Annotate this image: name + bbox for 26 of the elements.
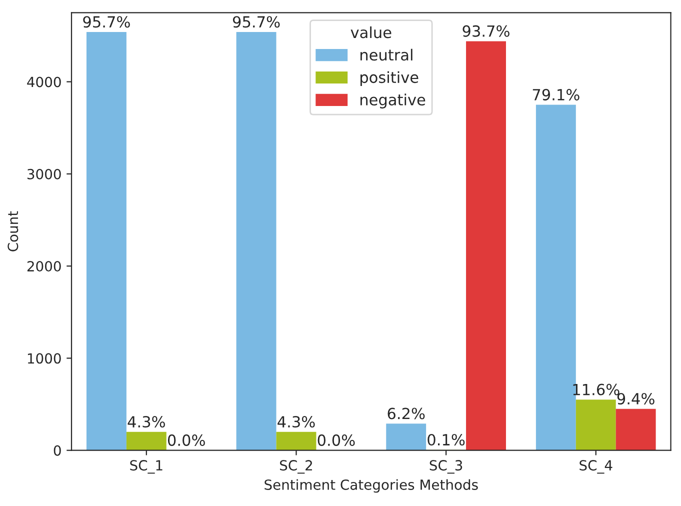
annotation: 93.7% bbox=[462, 25, 510, 37]
annotation: 95.7% bbox=[83, 16, 130, 28]
legend-title: value bbox=[350, 26, 392, 38]
y-tick-label: 0 bbox=[54, 445, 61, 456]
annotation: 4.3% bbox=[128, 416, 165, 428]
x-axis-title: Sentiment Categories Methods bbox=[264, 479, 478, 493]
x-tick-label: SC_3 bbox=[430, 460, 462, 474]
annotation: 0.0% bbox=[318, 434, 355, 446]
x-tick-label: SC_2 bbox=[280, 460, 312, 474]
annotation: 95.7% bbox=[232, 16, 280, 28]
annotation: 6.2% bbox=[388, 408, 425, 420]
legend-label: negative bbox=[360, 94, 426, 108]
x-tick-label: SC_1 bbox=[130, 460, 162, 474]
y-tick-label: 1000 bbox=[28, 353, 61, 364]
annotation: 9.4% bbox=[617, 392, 654, 405]
annotation: 0.1% bbox=[428, 434, 465, 446]
annotation: 79.1% bbox=[532, 88, 580, 100]
y-tick-label: 4000 bbox=[27, 76, 61, 88]
x-tick-label: SC_4 bbox=[580, 460, 612, 474]
y-tick-label: 2000 bbox=[27, 261, 61, 272]
legend-label: neutral bbox=[360, 48, 412, 61]
y-axis-title: Count bbox=[8, 211, 18, 252]
annotation: 0.0% bbox=[168, 434, 205, 446]
annotation: 4.3% bbox=[278, 416, 315, 428]
y-tick-label: 3000 bbox=[27, 168, 61, 180]
legend-label: positive bbox=[360, 71, 418, 86]
